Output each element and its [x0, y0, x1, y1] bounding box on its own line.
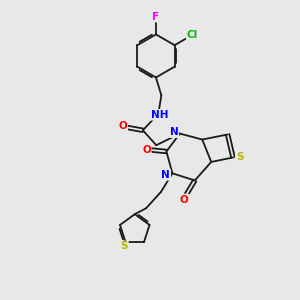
Text: O: O — [118, 121, 127, 131]
Text: Cl: Cl — [187, 30, 198, 40]
Text: S: S — [120, 242, 128, 251]
Text: F: F — [152, 11, 160, 22]
Text: O: O — [142, 145, 151, 155]
Text: O: O — [180, 195, 189, 205]
Text: N: N — [161, 170, 170, 180]
Text: NH: NH — [151, 110, 169, 120]
Text: N: N — [169, 127, 178, 137]
Text: S: S — [236, 152, 243, 163]
